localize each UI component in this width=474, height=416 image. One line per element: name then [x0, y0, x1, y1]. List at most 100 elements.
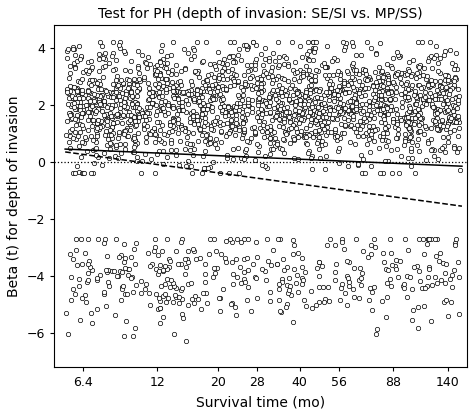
Point	[77, 87, 84, 94]
Point	[173, 293, 180, 300]
Point	[229, 108, 237, 115]
Point	[92, 108, 100, 114]
Point	[358, 170, 366, 177]
Point	[330, 90, 338, 97]
Point	[374, 107, 382, 114]
Point	[385, 79, 393, 86]
Point	[442, 261, 450, 268]
Point	[207, 163, 214, 170]
Point	[304, 101, 312, 107]
Point	[349, 60, 357, 67]
Point	[444, 99, 452, 106]
Point	[252, 239, 259, 245]
Point	[235, 145, 242, 151]
Point	[374, 326, 381, 333]
Point	[307, 82, 315, 89]
Point	[285, 113, 292, 120]
Point	[438, 82, 445, 89]
Point	[415, 106, 423, 113]
Point	[73, 162, 81, 169]
Point	[77, 154, 84, 160]
Point	[260, 97, 267, 103]
Point	[370, 115, 378, 121]
Point	[203, 105, 211, 112]
Point	[64, 86, 71, 93]
Point	[120, 241, 128, 248]
Point	[106, 155, 113, 161]
Point	[408, 84, 415, 90]
Point	[365, 116, 372, 123]
Point	[371, 68, 379, 75]
Point	[84, 261, 92, 268]
Point	[189, 114, 197, 121]
Point	[411, 119, 419, 126]
Point	[453, 113, 461, 120]
Point	[200, 99, 207, 106]
Point	[125, 80, 132, 87]
Point	[356, 125, 364, 132]
Point	[330, 91, 337, 97]
Point	[196, 255, 204, 261]
Point	[427, 90, 434, 97]
Point	[157, 85, 164, 92]
Point	[430, 55, 438, 62]
Point	[241, 81, 248, 87]
Point	[116, 128, 123, 135]
Point	[365, 98, 373, 104]
Point	[131, 141, 138, 148]
Point	[387, 282, 394, 289]
Point	[425, 96, 432, 103]
Point	[126, 77, 133, 83]
Point	[154, 305, 162, 312]
Point	[184, 87, 192, 94]
Point	[170, 105, 177, 111]
Point	[442, 126, 450, 132]
Point	[266, 126, 274, 133]
Point	[273, 104, 280, 111]
Point	[103, 267, 110, 274]
Point	[372, 102, 379, 108]
Point	[434, 280, 441, 286]
Point	[146, 131, 154, 137]
Point	[443, 97, 451, 103]
Point	[75, 43, 83, 50]
Point	[330, 55, 337, 62]
Point	[84, 69, 91, 76]
Point	[84, 126, 92, 133]
Point	[112, 97, 119, 104]
Point	[97, 93, 104, 99]
Point	[199, 290, 206, 296]
Point	[295, 91, 302, 98]
Point	[357, 109, 365, 116]
Point	[371, 137, 378, 144]
Point	[133, 101, 140, 107]
Point	[222, 259, 229, 266]
Point	[206, 236, 214, 243]
Point	[242, 153, 250, 160]
Point	[191, 69, 199, 76]
Point	[230, 58, 237, 65]
Point	[330, 97, 337, 104]
Point	[112, 93, 120, 99]
Point	[216, 295, 223, 302]
Point	[225, 106, 233, 112]
Point	[308, 111, 316, 118]
Point	[146, 302, 153, 308]
Point	[196, 91, 203, 97]
Point	[64, 89, 71, 95]
Point	[157, 99, 164, 105]
Point	[127, 117, 134, 124]
Point	[64, 330, 72, 337]
Point	[415, 68, 423, 75]
Point	[321, 119, 328, 126]
Point	[101, 50, 109, 56]
Point	[129, 149, 137, 155]
Point	[354, 122, 361, 129]
Point	[283, 282, 291, 289]
Point	[434, 60, 441, 67]
Point	[447, 114, 455, 121]
Point	[78, 295, 85, 301]
Point	[128, 275, 135, 282]
Point	[420, 100, 428, 107]
Point	[195, 124, 203, 131]
